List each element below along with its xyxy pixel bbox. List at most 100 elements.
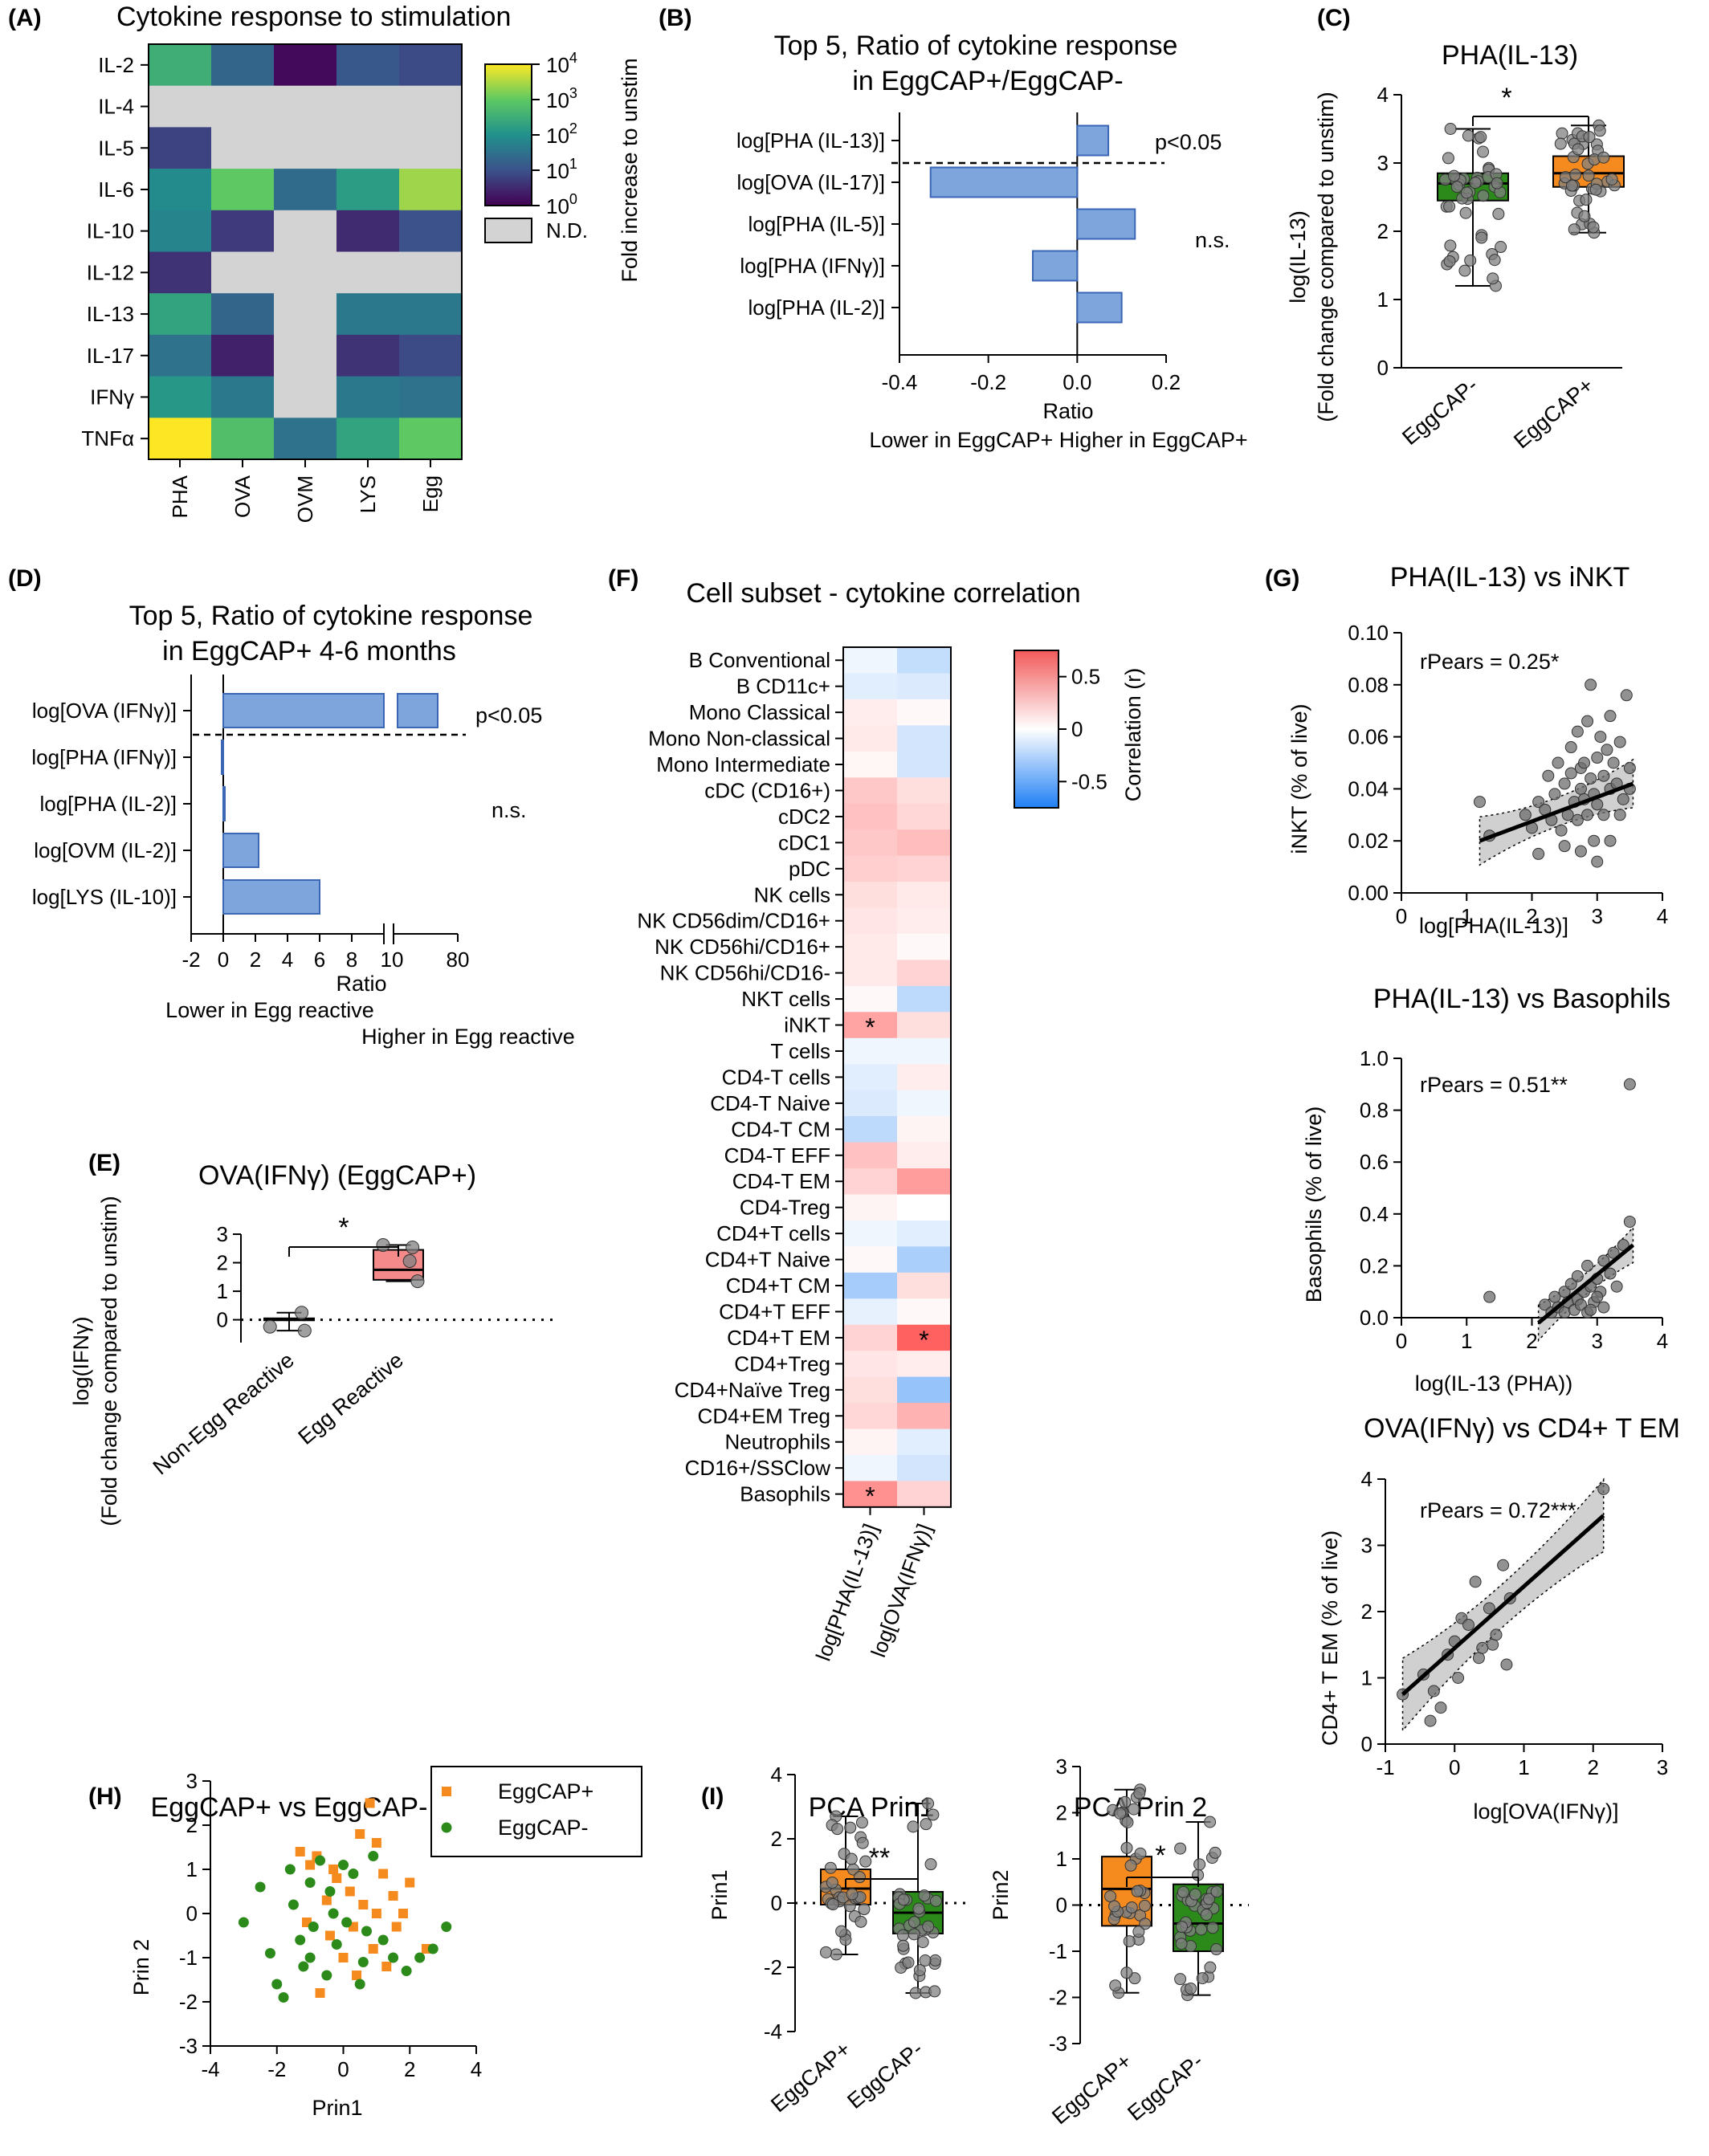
data-point <box>1532 796 1545 809</box>
data-point <box>853 1871 866 1884</box>
y-tick-label: 4 <box>771 1763 782 1787</box>
data-point <box>1125 1901 1138 1914</box>
data-point <box>1571 725 1584 738</box>
panel-g1-ylabel: iNKT (% of live) <box>1287 703 1311 854</box>
data-point <box>1554 137 1567 150</box>
corr-cell <box>897 1090 952 1117</box>
data-point-eggcap-neg <box>321 1970 332 1981</box>
data-point <box>1556 127 1568 140</box>
heatmap-cell <box>211 85 275 128</box>
data-point <box>1204 1961 1217 1974</box>
row-label: Mono Non-classical <box>648 727 830 751</box>
data-point <box>856 1836 869 1849</box>
row-label: Neutrophils <box>724 1430 830 1454</box>
data-point <box>1189 1888 1201 1901</box>
data-point <box>830 1948 842 1961</box>
data-point <box>1583 131 1596 144</box>
data-point-eggcap-neg <box>255 1881 266 1893</box>
col-label: LYS <box>356 475 380 513</box>
category-label: log[PHA (IL-2)] <box>39 792 177 816</box>
data-point-eggcap-pos <box>358 1900 369 1909</box>
data-point <box>1483 1602 1495 1615</box>
bar <box>1076 291 1123 324</box>
data-point <box>854 1915 867 1928</box>
panel-b-title-1: Top 5, Ratio of cytokine response <box>774 31 1178 61</box>
bar <box>1076 124 1110 157</box>
y-tick-label: 2 <box>771 1827 782 1851</box>
row-label: IL-6 <box>98 177 134 202</box>
data-point <box>897 1893 910 1906</box>
regression-line <box>1401 1514 1605 1696</box>
data-point <box>1119 1795 1132 1808</box>
data-point <box>1120 1841 1133 1854</box>
legend-label: EggCAP+ <box>498 1779 593 1803</box>
y-tick-label: 0 <box>186 1901 198 1926</box>
legend-marker-eggcap-pos <box>442 1787 451 1796</box>
regression-line <box>1537 1243 1635 1325</box>
corr-cell <box>843 777 898 805</box>
data-point-eggcap-pos <box>324 1930 335 1941</box>
corr-cell <box>843 1220 898 1247</box>
corr-cell <box>843 1194 898 1221</box>
panel-a-nd-label: N.D. <box>546 218 588 242</box>
corr-cell <box>897 1376 952 1404</box>
chart-marks: IL-2 IL-4 IL-5 IL-6 IL-10 IL-12 IL-13 IL-17 IFNγ… <box>31 43 1668 2129</box>
data-point-eggcap-neg <box>368 1851 379 1861</box>
data-point <box>1204 1816 1217 1828</box>
heatmap-cell <box>336 251 400 294</box>
panel-b-ns: n.s. <box>1195 228 1230 252</box>
data-point-eggcap-neg <box>388 1952 399 1963</box>
data-point <box>1581 715 1594 727</box>
data-point <box>1623 1078 1636 1090</box>
corr-cell <box>897 907 952 935</box>
x-tick-label: 0 <box>1396 1329 1407 1353</box>
data-point <box>1585 1303 1597 1316</box>
data-point-eggcap-neg <box>441 1922 452 1932</box>
colorbar-tick-label: 103 <box>546 85 577 112</box>
data-point-eggcap-neg <box>357 1957 369 1967</box>
data-point <box>1591 752 1604 764</box>
y-tick-label: 2 <box>1056 1801 1067 1825</box>
corr-cell <box>843 882 898 908</box>
bar <box>1032 250 1079 282</box>
panel-d-label: (D) <box>8 565 42 592</box>
heatmap-cell <box>336 169 400 211</box>
data-point <box>1571 1270 1584 1282</box>
row-label: B Conventional <box>689 648 830 672</box>
y-tick-label: 0.08 <box>1348 673 1389 697</box>
corr-cell <box>843 1324 898 1351</box>
data-point <box>1452 1672 1465 1684</box>
data-point-eggcap-neg <box>338 1860 349 1870</box>
heatmap-cell <box>336 334 400 377</box>
panel-h-label: (H) <box>88 1783 122 1810</box>
data-point <box>1123 1935 1136 1948</box>
data-point-eggcap-pos <box>398 1909 408 1918</box>
data-point <box>1593 124 1606 137</box>
data-point <box>1131 1885 1144 1897</box>
data-point <box>1139 1918 1152 1930</box>
panel-i1-sig: ** <box>869 1843 890 1873</box>
y-tick-label: 0.02 <box>1348 829 1389 853</box>
data-point-eggcap-neg <box>361 1926 372 1937</box>
panel-e-title: OVA(IFNγ) (EggCAP+) <box>198 1160 476 1191</box>
heatmap-cell <box>211 210 275 252</box>
heatmap-cell <box>274 376 337 418</box>
corr-cell <box>897 1064 952 1091</box>
panel-a-label: (A) <box>8 5 42 31</box>
data-point-eggcap-pos <box>332 1873 342 1883</box>
panel-e-ylabel-2: (Fold change compared to unstim) <box>97 1196 121 1526</box>
row-label: Basophils <box>740 1482 830 1506</box>
bar <box>222 693 385 728</box>
panel-b-xlabel: Ratio <box>1042 399 1093 423</box>
corr-cell <box>843 1454 898 1481</box>
heatmap-cell <box>274 334 337 377</box>
x-tick-label: 2 <box>404 2057 415 2081</box>
corr-cell <box>897 1220 952 1247</box>
data-point <box>1475 231 1488 244</box>
y-tick-label: -4 <box>764 2019 782 2044</box>
colorbar-tick-label: 101 <box>546 156 577 183</box>
category-label: log[PHA (IL-5)] <box>748 212 885 236</box>
data-point <box>1490 1628 1503 1641</box>
heatmap-cell <box>211 251 275 294</box>
panel-g1-xlabel: log[PHA(IL-13)] <box>1419 914 1568 938</box>
